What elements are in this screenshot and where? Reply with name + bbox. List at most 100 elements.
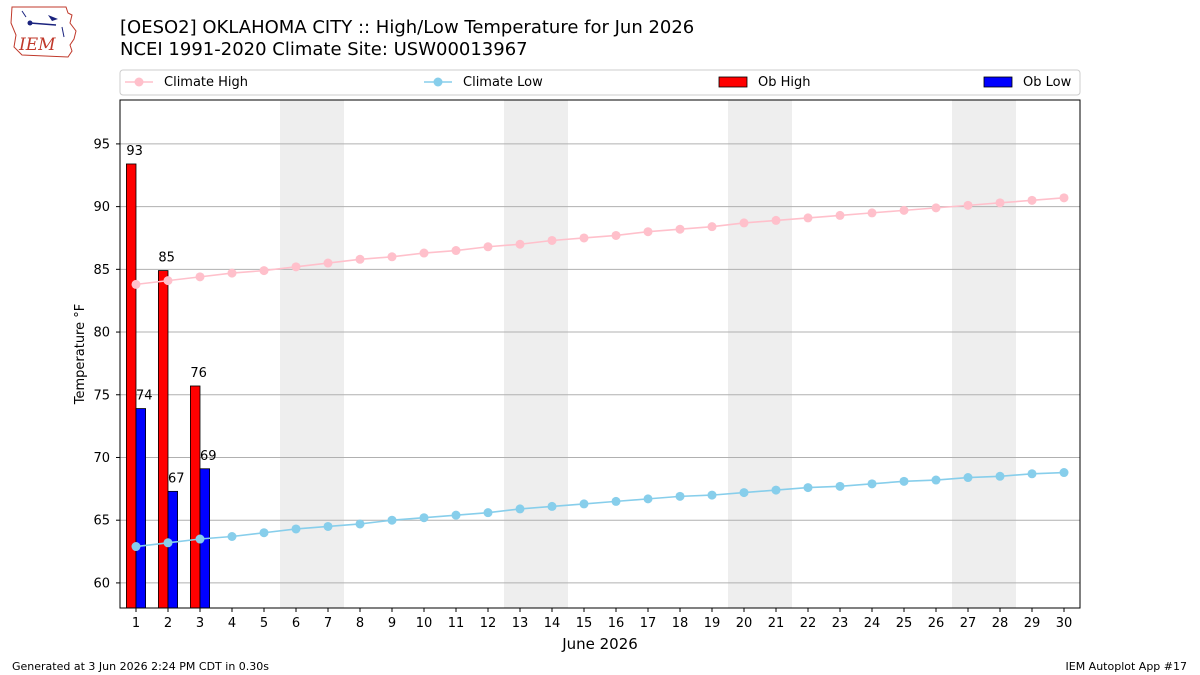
climate-low-point (803, 483, 813, 493)
bar-value-label: 69 (200, 449, 217, 464)
y-tick-label: 75 (93, 388, 110, 403)
x-tick-label: 16 (608, 616, 625, 631)
x-tick-label: 29 (1024, 616, 1041, 631)
logo-text: IEM (18, 35, 56, 55)
x-tick-label: 13 (512, 616, 529, 631)
climate-low-point (1027, 469, 1037, 479)
iem-logo-icon: IEM (10, 6, 77, 58)
climate-low-point (387, 515, 397, 525)
x-tick-label: 15 (576, 616, 593, 631)
x-tick-label: 25 (896, 616, 913, 631)
x-tick-label: 6 (292, 616, 300, 631)
climate-low-point (579, 499, 589, 509)
climate-low-point (771, 485, 781, 495)
climate-low-point (323, 521, 333, 531)
legend-label: Ob Low (1023, 75, 1072, 90)
weekend-band (504, 100, 568, 608)
climate-low-point (739, 488, 749, 498)
climate-low-point (195, 534, 205, 544)
climate-high-point (643, 227, 653, 237)
climate-high-point (355, 254, 365, 264)
x-tick-label: 1 (132, 616, 140, 631)
series-lines (131, 193, 1069, 552)
climate-high-point (547, 235, 557, 245)
x-tick-label: 23 (832, 616, 849, 631)
climate-low-point (419, 513, 429, 523)
x-tick-label: 4 (228, 616, 236, 631)
x-tick-label: 3 (196, 616, 204, 631)
climate-low-point (963, 473, 973, 483)
x-tick-label: 30 (1056, 616, 1073, 631)
climate-high-point (291, 262, 301, 272)
bar-value-label: 67 (168, 471, 185, 486)
climate-low-point (931, 475, 941, 485)
legend-marker (134, 77, 144, 87)
y-tick-label: 70 (93, 451, 110, 466)
app-note: IEM Autoplot App #17 (1065, 660, 1188, 673)
climate-low-point (227, 532, 237, 542)
climate-high-point (803, 213, 813, 223)
legend-bar-swatch (983, 76, 1013, 88)
climate-low-point (163, 538, 173, 548)
legend: Climate High Climate Low Ob High Ob Low (119, 69, 1081, 96)
bar-value-label: 93 (126, 144, 143, 159)
ob-high-bar (189, 385, 201, 609)
legend-box (119, 69, 1081, 96)
climate-low-point (451, 510, 461, 520)
climate-high-point (931, 203, 941, 213)
x-tick-label: 9 (388, 616, 396, 631)
x-tick-label: 22 (800, 616, 817, 631)
climate-low-point (867, 479, 877, 489)
y-tick-label: 85 (93, 263, 110, 278)
climate-high-point (259, 266, 269, 276)
bar-value-label: 74 (136, 389, 153, 404)
climate-low-point (1059, 468, 1069, 478)
legend-bar-swatch (718, 76, 748, 88)
climate-low-point (707, 490, 717, 500)
bar-value-label: 85 (158, 251, 175, 266)
x-tick-label: 11 (448, 616, 465, 631)
x-tick-label: 2 (164, 616, 172, 631)
climate-high-point (963, 200, 973, 210)
climate-low-point (259, 528, 269, 538)
x-tick-label: 14 (544, 616, 561, 631)
y-tick-label: 80 (93, 326, 110, 341)
legend-label: Ob High (758, 75, 811, 90)
x-tick-label: 20 (736, 616, 753, 631)
x-tick-label: 18 (672, 616, 689, 631)
y-tick-label: 95 (93, 137, 110, 152)
grid-lines (120, 143, 1080, 584)
climate-high-line (135, 197, 1065, 286)
climate-low-point (995, 471, 1005, 481)
x-tick-label: 7 (324, 616, 332, 631)
climate-high-point (387, 252, 397, 262)
x-tick-label: 17 (640, 616, 657, 631)
y-axis-label: Temperature °F (73, 304, 88, 405)
climate-high-point (323, 258, 333, 268)
climate-low-point (675, 491, 685, 501)
chart-title: [OESO2] OKLAHOMA CITY :: High/Low Temper… (120, 17, 695, 38)
x-tick-label: 19 (704, 616, 721, 631)
plot-frame (119, 99, 1081, 609)
weekend-band (280, 100, 344, 608)
legend-item: Climate Low (424, 75, 543, 90)
climate-high-point (163, 276, 173, 286)
legend-item: Climate High (125, 75, 248, 90)
legend-item: Ob Low (983, 75, 1072, 90)
climate-low-point (643, 494, 653, 504)
legend-label: Climate High (164, 75, 248, 90)
climate-high-point (771, 215, 781, 225)
climate-low-point (515, 504, 525, 514)
x-tick-label: 10 (416, 616, 433, 631)
climate-low-point (483, 508, 493, 518)
weekend-bands (280, 100, 1016, 608)
weekend-band (728, 100, 792, 608)
climate-high-point (419, 248, 429, 258)
chart-subtitle: NCEI 1991-2020 Climate Site: USW00013967 (120, 39, 528, 60)
x-axis-label: June 2026 (561, 635, 638, 653)
climate-low-line (135, 471, 1065, 548)
x-tick-label: 27 (960, 616, 977, 631)
x-tick-label: 5 (260, 616, 268, 631)
